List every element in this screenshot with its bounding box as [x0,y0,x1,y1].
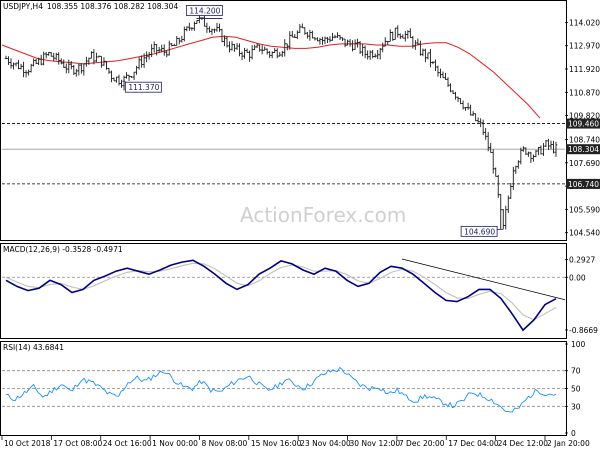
x-tick-label: 23 Nov 04:00 [300,439,351,448]
price-annotation-box [124,81,162,93]
price-annotation-label: 114.200 [189,6,220,15]
x-tick-label: 10 Oct 2018 [4,439,51,448]
x-tick-label: 24 Dec 12:00 [498,439,549,448]
x-tick-label: 30 Nov 12:00 [350,439,401,448]
x-tick-label: 1 Nov 00:00 [152,439,198,448]
price-y-tick-label: 112.970 [569,42,600,51]
price-y-tick-label: 104.540 [569,229,600,238]
rsi-y-tick-label: 0 [571,429,576,438]
x-tick-label: 15 Nov 16:00 [251,439,302,448]
macd-y-tick-label: -0.8669 [569,326,598,335]
price-annotation-label: 104.690 [464,227,495,236]
price-y-tick-label: 108.740 [569,136,600,145]
rsi-y-tick-label: 70 [571,367,581,376]
x-tick-label: 7 Dec 20:00 [399,439,445,448]
price-y-tick-label: 109.820 [569,112,600,121]
price-y-tick-label: 107.690 [569,159,600,168]
price-y-tick-label: 110.870 [569,88,600,97]
x-tick-label: 8 Nov 08:00 [201,439,247,448]
macd-series-macd [5,259,557,332]
price-y-tick-label: 114.020 [569,18,600,27]
x-tick-label: 17 Oct 08:00 [53,439,102,448]
macd-y-tick-label: 0.2927 [569,255,595,264]
macd-y-tick-label: 0.00 [569,273,586,282]
price-level-tag [566,178,600,189]
rsi-header: RSI(14) 43.6841 [3,343,64,352]
price-level-tag-label: 108.304 [568,145,599,154]
moving-average-line [1,35,541,119]
watermark: ActionForex.com [240,203,406,227]
price-annotation-label: 111.370 [128,83,159,92]
macd-header: MACD(12,26,9) -0.3528 -0.4971 [3,245,123,254]
price-panel [0,0,567,241]
price-level-tag [566,118,600,129]
price-annotation-box [460,225,498,237]
rsi-y-tick-label: 100 [571,340,586,349]
price-y-tick-label: 105.590 [569,205,600,214]
price-level-tag [566,144,600,155]
price-header-title: USDJPY,H4 [3,2,43,11]
rsi-y-tick-label: 50 [571,385,581,394]
macd-trendline [401,258,566,301]
price-header-values: 108.355 108.376 108.282 108.304 [47,2,178,11]
x-tick-label: 17 Dec 04:00 [448,439,499,448]
x-tick-label: 24 Oct 16:00 [103,439,152,448]
rsi-series-line [5,366,557,413]
price-annotation-box [185,5,223,16]
rsi-y-tick-label: 30 [571,402,581,411]
price-level-tag-label: 106.740 [568,180,599,189]
price-level-tag-label: 109.460 [568,120,599,129]
price-y-tick-label: 111.920 [569,65,600,74]
x-tick-label: 2 Jan 20:00 [547,439,590,448]
macd-panel [0,243,567,339]
